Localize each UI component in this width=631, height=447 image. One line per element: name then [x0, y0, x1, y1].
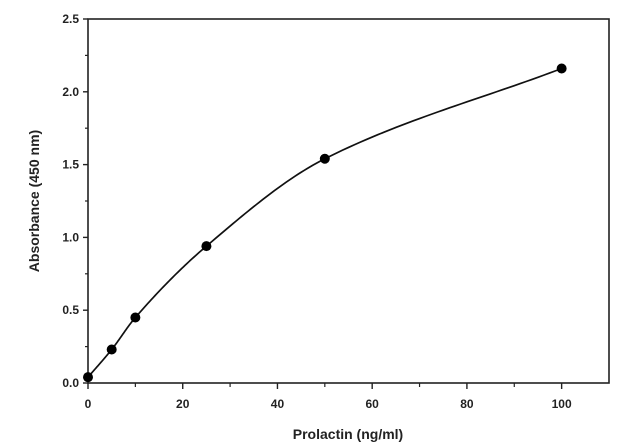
x-tick-label: 100: [552, 397, 572, 411]
x-tick-label: 20: [176, 397, 190, 411]
x-axis-ticks: 0 20 40 60 80 100: [85, 383, 572, 411]
data-point: [556, 63, 567, 74]
y-tick-label: 2.5: [62, 12, 79, 26]
x-tick-label: 40: [271, 397, 285, 411]
fit-curve-line: [87, 67, 562, 378]
data-point: [83, 372, 93, 383]
data-point: [130, 312, 141, 323]
y-tick-label: 1.0: [62, 230, 79, 244]
plot-frame: [87, 18, 610, 384]
data-point: [201, 241, 212, 252]
data-point: [106, 344, 117, 355]
y-tick-label: 1.5: [62, 158, 79, 172]
data-points: [83, 63, 567, 383]
x-tick-label: 60: [366, 397, 380, 411]
data-point: [319, 153, 330, 164]
x-tick-label: 0: [85, 397, 92, 411]
y-axis-ticks: 0.0 0.5 1.0 1.5 2.0 2.5: [62, 12, 88, 390]
y-axis-title: Absorbance (450 nm): [26, 130, 42, 272]
y-tick-label: 2.0: [62, 85, 79, 99]
y-tick-label: 0.0: [62, 376, 79, 390]
x-axis-title: Prolactin (ng/ml): [293, 426, 403, 442]
y-tick-label: 0.5: [62, 303, 79, 317]
x-tick-label: 80: [460, 397, 474, 411]
